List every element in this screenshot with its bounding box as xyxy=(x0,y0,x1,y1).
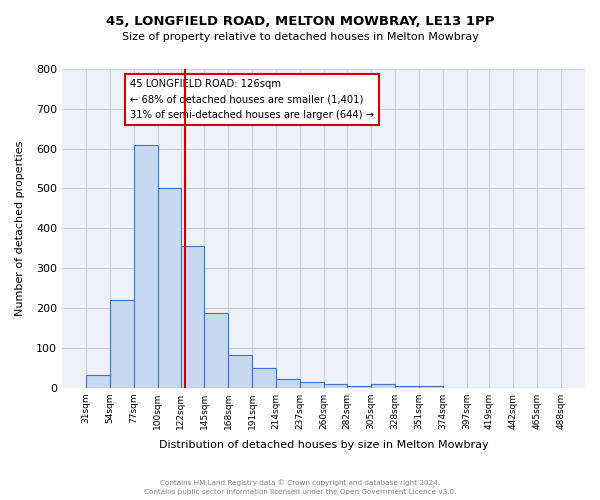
Bar xyxy=(276,379,300,388)
Y-axis label: Number of detached properties: Number of detached properties xyxy=(15,140,25,316)
Bar xyxy=(86,375,110,388)
Bar xyxy=(229,354,252,388)
Bar xyxy=(395,386,419,388)
Bar xyxy=(419,386,443,388)
Text: 45 LONGFIELD ROAD: 126sqm
← 68% of detached houses are smaller (1,401)
31% of se: 45 LONGFIELD ROAD: 126sqm ← 68% of detac… xyxy=(130,78,374,120)
Bar xyxy=(324,384,347,388)
X-axis label: Distribution of detached houses by size in Melton Mowbray: Distribution of detached houses by size … xyxy=(159,440,488,450)
Bar xyxy=(134,144,158,388)
Text: 45, LONGFIELD ROAD, MELTON MOWBRAY, LE13 1PP: 45, LONGFIELD ROAD, MELTON MOWBRAY, LE13… xyxy=(106,15,494,28)
Text: Contains HM Land Registry data © Crown copyright and database right 2024.
Contai: Contains HM Land Registry data © Crown c… xyxy=(144,480,456,495)
Bar xyxy=(371,384,395,388)
Text: Size of property relative to detached houses in Melton Mowbray: Size of property relative to detached ho… xyxy=(122,32,478,42)
Bar xyxy=(347,386,371,388)
Bar xyxy=(252,368,276,388)
Bar xyxy=(205,313,229,388)
Bar xyxy=(300,382,324,388)
Bar xyxy=(181,246,205,388)
Bar xyxy=(158,188,181,388)
Bar xyxy=(110,300,134,388)
